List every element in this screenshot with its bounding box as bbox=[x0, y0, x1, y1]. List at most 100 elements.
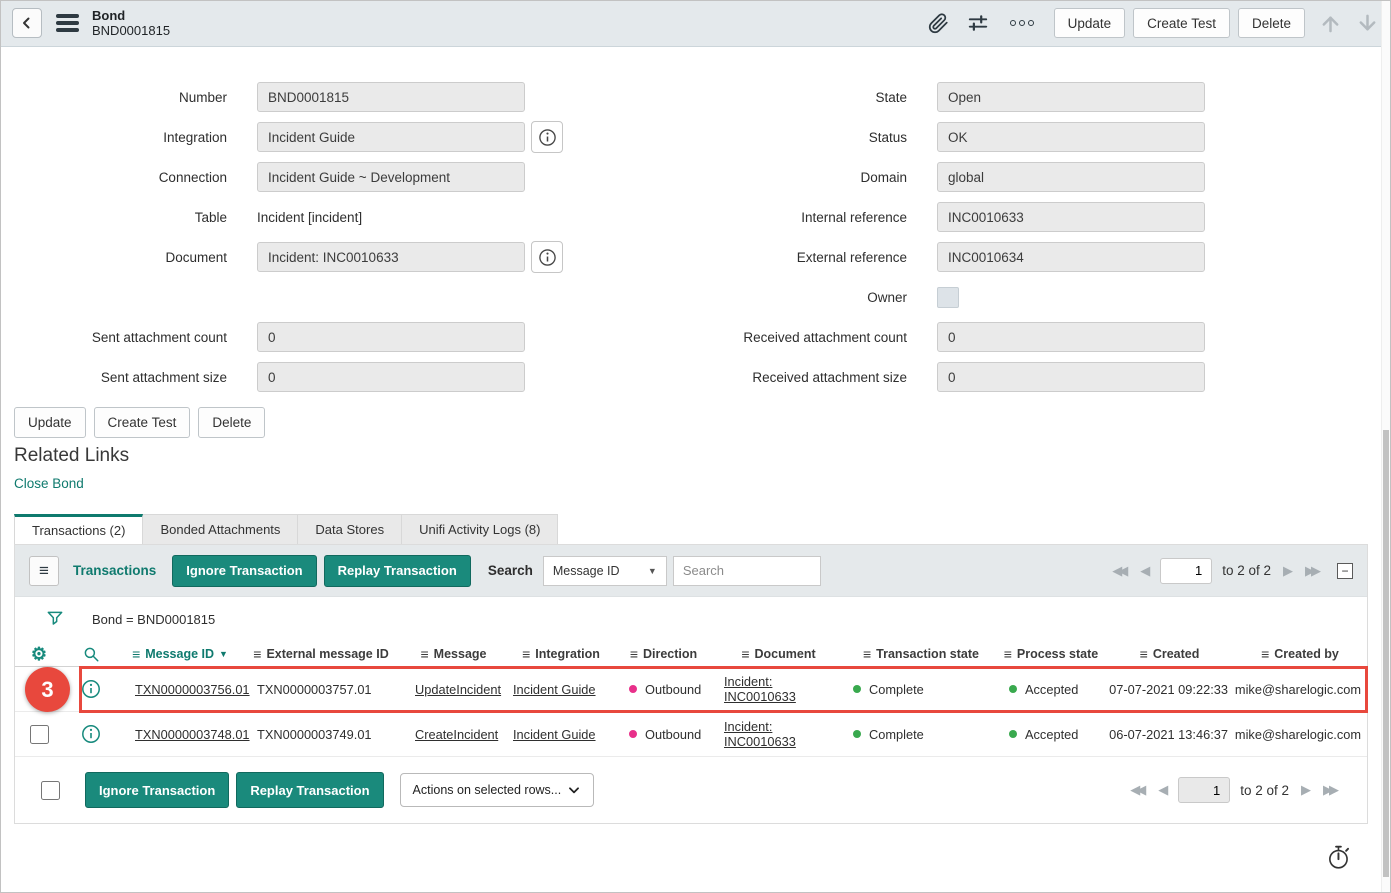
document-link[interactable]: Incident: INC0010633 bbox=[724, 674, 796, 704]
internal-reference-field[interactable] bbox=[937, 202, 1205, 232]
previous-record-icon[interactable] bbox=[1319, 12, 1342, 35]
delete-button-form[interactable]: Delete bbox=[198, 407, 266, 438]
info-icon[interactable] bbox=[81, 679, 101, 699]
search-icon[interactable] bbox=[82, 645, 100, 663]
actions-on-rows-select[interactable]: Actions on selected rows... bbox=[399, 773, 594, 807]
column-header-message-id[interactable]: ≡ Message ID ▼ bbox=[119, 646, 241, 662]
integration-link[interactable]: Incident Guide bbox=[513, 726, 596, 742]
form-action-buttons: Update Create Test Delete bbox=[14, 407, 266, 438]
context-menu-icon[interactable] bbox=[56, 14, 79, 32]
message-id-link[interactable]: TXN0000003756.01 bbox=[135, 681, 250, 697]
search-field-select[interactable]: Message ID ▼ bbox=[542, 555, 667, 586]
received-attachment-size-field[interactable] bbox=[937, 362, 1205, 392]
list-filter-row: Bond = BND0001815 bbox=[15, 597, 1367, 641]
last-page-icon[interactable]: ▶▶ bbox=[1323, 782, 1339, 797]
delete-button[interactable]: Delete bbox=[1237, 8, 1305, 38]
column-header-created[interactable]: ≡ Created bbox=[1106, 646, 1233, 662]
last-page-icon[interactable]: ▶▶ bbox=[1305, 562, 1321, 578]
create-test-button-form[interactable]: Create Test bbox=[93, 407, 191, 438]
update-button-form[interactable]: Update bbox=[14, 407, 86, 438]
column-header-external-message-id[interactable]: ≡ External message ID bbox=[241, 646, 401, 662]
collapse-list-icon[interactable]: − bbox=[1337, 562, 1353, 579]
table-row[interactable]: TXN0000003756.01 TXN0000003757.01 Update… bbox=[15, 667, 1367, 712]
funnel-icon[interactable] bbox=[45, 609, 65, 629]
paperclip-icon[interactable] bbox=[928, 12, 949, 34]
ignore-transaction-button[interactable]: Ignore Transaction bbox=[172, 554, 317, 587]
column-header-integration[interactable]: ≡ Integration bbox=[506, 646, 616, 662]
tab-transactions[interactable]: Transactions (2) bbox=[14, 514, 144, 544]
sent-attachment-count-field[interactable] bbox=[257, 322, 525, 352]
next-record-icon[interactable] bbox=[1356, 12, 1379, 35]
page-number-input[interactable] bbox=[1160, 557, 1213, 584]
column-label: Created bbox=[1152, 646, 1200, 661]
page-number-input[interactable] bbox=[1178, 777, 1231, 803]
column-header-created-by[interactable]: ≡ Created by bbox=[1233, 646, 1367, 662]
column-header-document[interactable]: ≡ Document bbox=[711, 646, 846, 662]
update-button[interactable]: Update bbox=[1053, 8, 1126, 38]
column-menu-icon: ≡ bbox=[132, 645, 141, 662]
form-column-left: Number Integration Connection Table Inci… bbox=[0, 77, 563, 397]
scrollbar-thumb[interactable] bbox=[1383, 430, 1389, 877]
integration-link[interactable]: Incident Guide bbox=[513, 681, 596, 697]
create-test-button[interactable]: Create Test bbox=[1133, 8, 1230, 38]
received-attachment-count-field[interactable] bbox=[937, 322, 1205, 352]
hamburger-glyph: ≡ bbox=[39, 560, 49, 580]
column-header-message[interactable]: ≡ Message bbox=[401, 646, 506, 662]
first-page-icon[interactable]: ◀◀ bbox=[1112, 562, 1128, 578]
table-row[interactable]: TXN0000003748.01 TXN0000003749.01 Create… bbox=[15, 712, 1367, 757]
owner-field[interactable] bbox=[937, 286, 959, 308]
filter-breadcrumb[interactable]: Bond = BND0001815 bbox=[92, 611, 216, 627]
message-link[interactable]: UpdateIncident bbox=[415, 681, 502, 697]
field-label-sent-attachment-size: Sent attachment size bbox=[100, 369, 227, 385]
personalize-form-icon[interactable] bbox=[967, 12, 989, 34]
next-page-icon[interactable]: ▶ bbox=[1301, 782, 1311, 797]
row-checkbox[interactable] bbox=[30, 724, 49, 744]
status-field[interactable] bbox=[937, 122, 1205, 152]
column-header-transaction-state[interactable]: ≡ Transaction state bbox=[846, 646, 996, 662]
form-spacer-row bbox=[0, 277, 563, 317]
connection-field[interactable] bbox=[257, 162, 525, 192]
tab-bonded-attachments[interactable]: Bonded Attachments bbox=[142, 514, 299, 544]
previous-page-icon[interactable]: ◀ bbox=[1158, 782, 1169, 797]
replay-transaction-button-footer[interactable]: Replay Transaction bbox=[236, 772, 384, 808]
tab-unifi-activity-logs[interactable]: Unifi Activity Logs (8) bbox=[401, 514, 559, 544]
external-reference-field[interactable] bbox=[937, 242, 1205, 272]
number-field[interactable] bbox=[257, 82, 525, 112]
select-all-checkbox[interactable] bbox=[41, 780, 60, 800]
domain-field[interactable] bbox=[937, 162, 1205, 192]
replay-transaction-button[interactable]: Replay Transaction bbox=[323, 554, 471, 587]
document-field[interactable] bbox=[257, 242, 525, 272]
tab-data-stores[interactable]: Data Stores bbox=[297, 514, 403, 544]
close-bond-link[interactable]: Close Bond bbox=[14, 476, 84, 491]
list-menu-icon[interactable]: ≡ bbox=[29, 555, 59, 586]
integration-field[interactable] bbox=[257, 122, 525, 152]
response-time-icon[interactable] bbox=[1326, 843, 1352, 876]
ignore-transaction-button-footer[interactable]: Ignore Transaction bbox=[85, 772, 230, 808]
transactions-list: ≡ Transactions Ignore Transaction Replay… bbox=[14, 544, 1368, 824]
integration-preview-button[interactable] bbox=[531, 121, 563, 153]
document-link[interactable]: Incident: INC0010633 bbox=[724, 719, 796, 749]
state-field[interactable] bbox=[937, 82, 1205, 112]
external-message-id: TXN0000003757.01 bbox=[257, 681, 372, 697]
sent-attachment-size-field[interactable] bbox=[257, 362, 525, 392]
search-label: Search bbox=[487, 563, 533, 578]
column-header-process-state[interactable]: ≡ Process state bbox=[996, 646, 1106, 662]
more-options-icon[interactable] bbox=[1009, 20, 1034, 26]
message-id-link[interactable]: TXN0000003748.01 bbox=[135, 726, 250, 742]
previous-page-icon[interactable]: ◀ bbox=[1140, 562, 1151, 578]
list-title[interactable]: Transactions bbox=[73, 563, 157, 578]
direction-value: Outbound bbox=[645, 726, 702, 742]
gear-icon[interactable]: ⚙ bbox=[30, 643, 48, 664]
column-header-direction[interactable]: ≡ Direction bbox=[616, 646, 711, 662]
actions-select-label: Actions on selected rows... bbox=[412, 783, 562, 797]
next-page-icon[interactable]: ▶ bbox=[1283, 562, 1293, 578]
message-link[interactable]: CreateIncident bbox=[415, 726, 499, 742]
search-input[interactable] bbox=[672, 555, 821, 586]
document-preview-button[interactable] bbox=[531, 241, 563, 273]
back-button[interactable] bbox=[12, 8, 42, 38]
first-page-icon[interactable]: ◀◀ bbox=[1130, 782, 1146, 797]
info-icon[interactable] bbox=[81, 724, 101, 744]
row-select-cell bbox=[15, 722, 63, 747]
list-pagination-bottom: ◀◀ ◀ to 2 of 2 ▶ ▶▶ bbox=[1124, 777, 1345, 803]
field-label-document: Document bbox=[165, 249, 227, 265]
